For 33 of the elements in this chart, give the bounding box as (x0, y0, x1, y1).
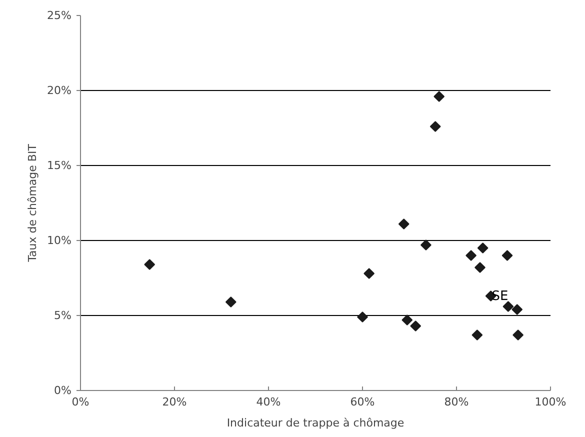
y-tick-label: 10% (47, 234, 72, 247)
x-tick-label: 20% (162, 396, 187, 408)
point (398, 218, 410, 230)
x-tick-label: 60% (350, 396, 375, 408)
point (357, 312, 368, 322)
point (474, 262, 486, 273)
point (225, 296, 236, 308)
point (466, 250, 477, 261)
point (502, 301, 514, 312)
x-tick-label: 80% (444, 396, 469, 408)
point (434, 91, 445, 102)
point (477, 242, 488, 254)
x-tick-label: 0% (72, 396, 90, 408)
x-axis-title: Indicateur de trappe à chômage (226, 416, 404, 430)
point (512, 304, 523, 315)
point (430, 121, 441, 132)
y-tick-label: 20% (47, 84, 72, 97)
y-axis-title: Taux de chômage BIT (26, 144, 40, 263)
x-tick-label: 100% (534, 396, 566, 408)
point (144, 259, 156, 270)
point (410, 320, 422, 332)
point (402, 314, 413, 326)
y-tick-label: 25% (47, 9, 72, 22)
annotation: SE (492, 289, 508, 304)
point (512, 330, 524, 340)
point (364, 268, 375, 279)
y-tick-label: 15% (47, 159, 72, 172)
point (420, 240, 432, 250)
point (502, 250, 513, 261)
y-tick-label: 0% (54, 384, 72, 397)
x-tick-label: 40% (256, 396, 281, 408)
point (472, 330, 483, 340)
y-tick-label: 5% (54, 309, 72, 322)
